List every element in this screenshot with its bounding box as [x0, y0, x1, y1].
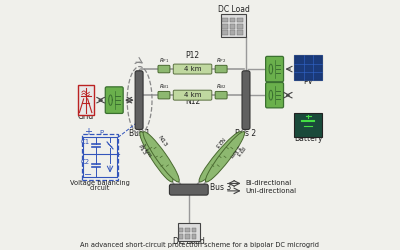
- FancyBboxPatch shape: [230, 24, 235, 28]
- Text: $R_{N2}$: $R_{N2}$: [216, 82, 226, 91]
- FancyBboxPatch shape: [230, 18, 235, 22]
- FancyBboxPatch shape: [266, 56, 284, 82]
- FancyBboxPatch shape: [222, 24, 228, 28]
- Text: DC Load: DC Load: [173, 237, 205, 246]
- FancyBboxPatch shape: [222, 18, 228, 22]
- Text: +: +: [84, 128, 92, 138]
- FancyBboxPatch shape: [222, 30, 228, 35]
- Text: −: −: [84, 150, 92, 160]
- FancyBboxPatch shape: [237, 30, 243, 35]
- Ellipse shape: [199, 132, 241, 182]
- FancyBboxPatch shape: [192, 228, 196, 232]
- FancyBboxPatch shape: [215, 92, 227, 99]
- FancyBboxPatch shape: [185, 228, 190, 232]
- Text: Bus 3: Bus 3: [210, 183, 231, 192]
- FancyBboxPatch shape: [242, 71, 250, 130]
- FancyBboxPatch shape: [178, 223, 200, 240]
- Ellipse shape: [206, 132, 244, 182]
- FancyBboxPatch shape: [192, 234, 196, 238]
- Text: 4 km: 4 km: [184, 92, 201, 98]
- Text: P23: P23: [233, 144, 244, 156]
- Text: $R_{P2}$: $R_{P2}$: [216, 56, 226, 64]
- Text: Grid: Grid: [78, 112, 94, 121]
- Text: 4 km: 4 km: [184, 66, 201, 72]
- Text: Bus 2: Bus 2: [236, 129, 256, 138]
- FancyBboxPatch shape: [185, 234, 190, 238]
- FancyBboxPatch shape: [158, 92, 170, 99]
- FancyBboxPatch shape: [294, 56, 322, 80]
- FancyBboxPatch shape: [170, 184, 208, 195]
- Text: C2: C2: [80, 159, 89, 165]
- Text: N13: N13: [157, 135, 168, 148]
- Ellipse shape: [143, 132, 179, 182]
- Ellipse shape: [140, 132, 173, 182]
- FancyBboxPatch shape: [78, 85, 94, 115]
- Text: Battery: Battery: [294, 134, 322, 143]
- Text: 1 km: 1 km: [140, 143, 152, 158]
- FancyBboxPatch shape: [173, 64, 212, 74]
- Text: P12: P12: [186, 51, 200, 60]
- FancyBboxPatch shape: [237, 18, 243, 22]
- Text: P: P: [99, 130, 104, 136]
- Text: C1: C1: [80, 139, 89, 145]
- Text: N23: N23: [213, 135, 225, 148]
- FancyBboxPatch shape: [215, 65, 227, 73]
- Text: P13: P13: [136, 144, 147, 156]
- FancyBboxPatch shape: [230, 30, 235, 35]
- Text: Voltage balancing: Voltage balancing: [70, 180, 130, 186]
- Text: DC Load: DC Load: [218, 5, 250, 14]
- FancyBboxPatch shape: [266, 82, 284, 108]
- Text: $R_{P1}$: $R_{P1}$: [159, 56, 169, 64]
- FancyBboxPatch shape: [173, 90, 212, 100]
- FancyBboxPatch shape: [105, 87, 123, 114]
- FancyBboxPatch shape: [294, 112, 322, 138]
- FancyBboxPatch shape: [221, 14, 246, 37]
- Text: 3 km: 3 km: [228, 143, 242, 158]
- Text: $R_{N1}$: $R_{N1}$: [158, 82, 169, 91]
- FancyBboxPatch shape: [135, 71, 143, 130]
- FancyBboxPatch shape: [237, 24, 243, 28]
- Text: Bi-directional: Bi-directional: [245, 180, 292, 186]
- FancyBboxPatch shape: [179, 234, 183, 238]
- FancyBboxPatch shape: [179, 228, 183, 232]
- Text: PV: PV: [303, 77, 313, 86]
- Text: Bus 1: Bus 1: [128, 129, 150, 138]
- FancyBboxPatch shape: [158, 65, 170, 73]
- Text: Uni-directional: Uni-directional: [245, 188, 296, 194]
- Text: An advanced short-circuit protection scheme for a bipolar DC microgrid: An advanced short-circuit protection sch…: [80, 242, 320, 248]
- Text: −: −: [113, 150, 121, 160]
- Text: circuit: circuit: [90, 185, 110, 191]
- Text: −: −: [84, 170, 92, 180]
- Text: N12: N12: [185, 97, 200, 106]
